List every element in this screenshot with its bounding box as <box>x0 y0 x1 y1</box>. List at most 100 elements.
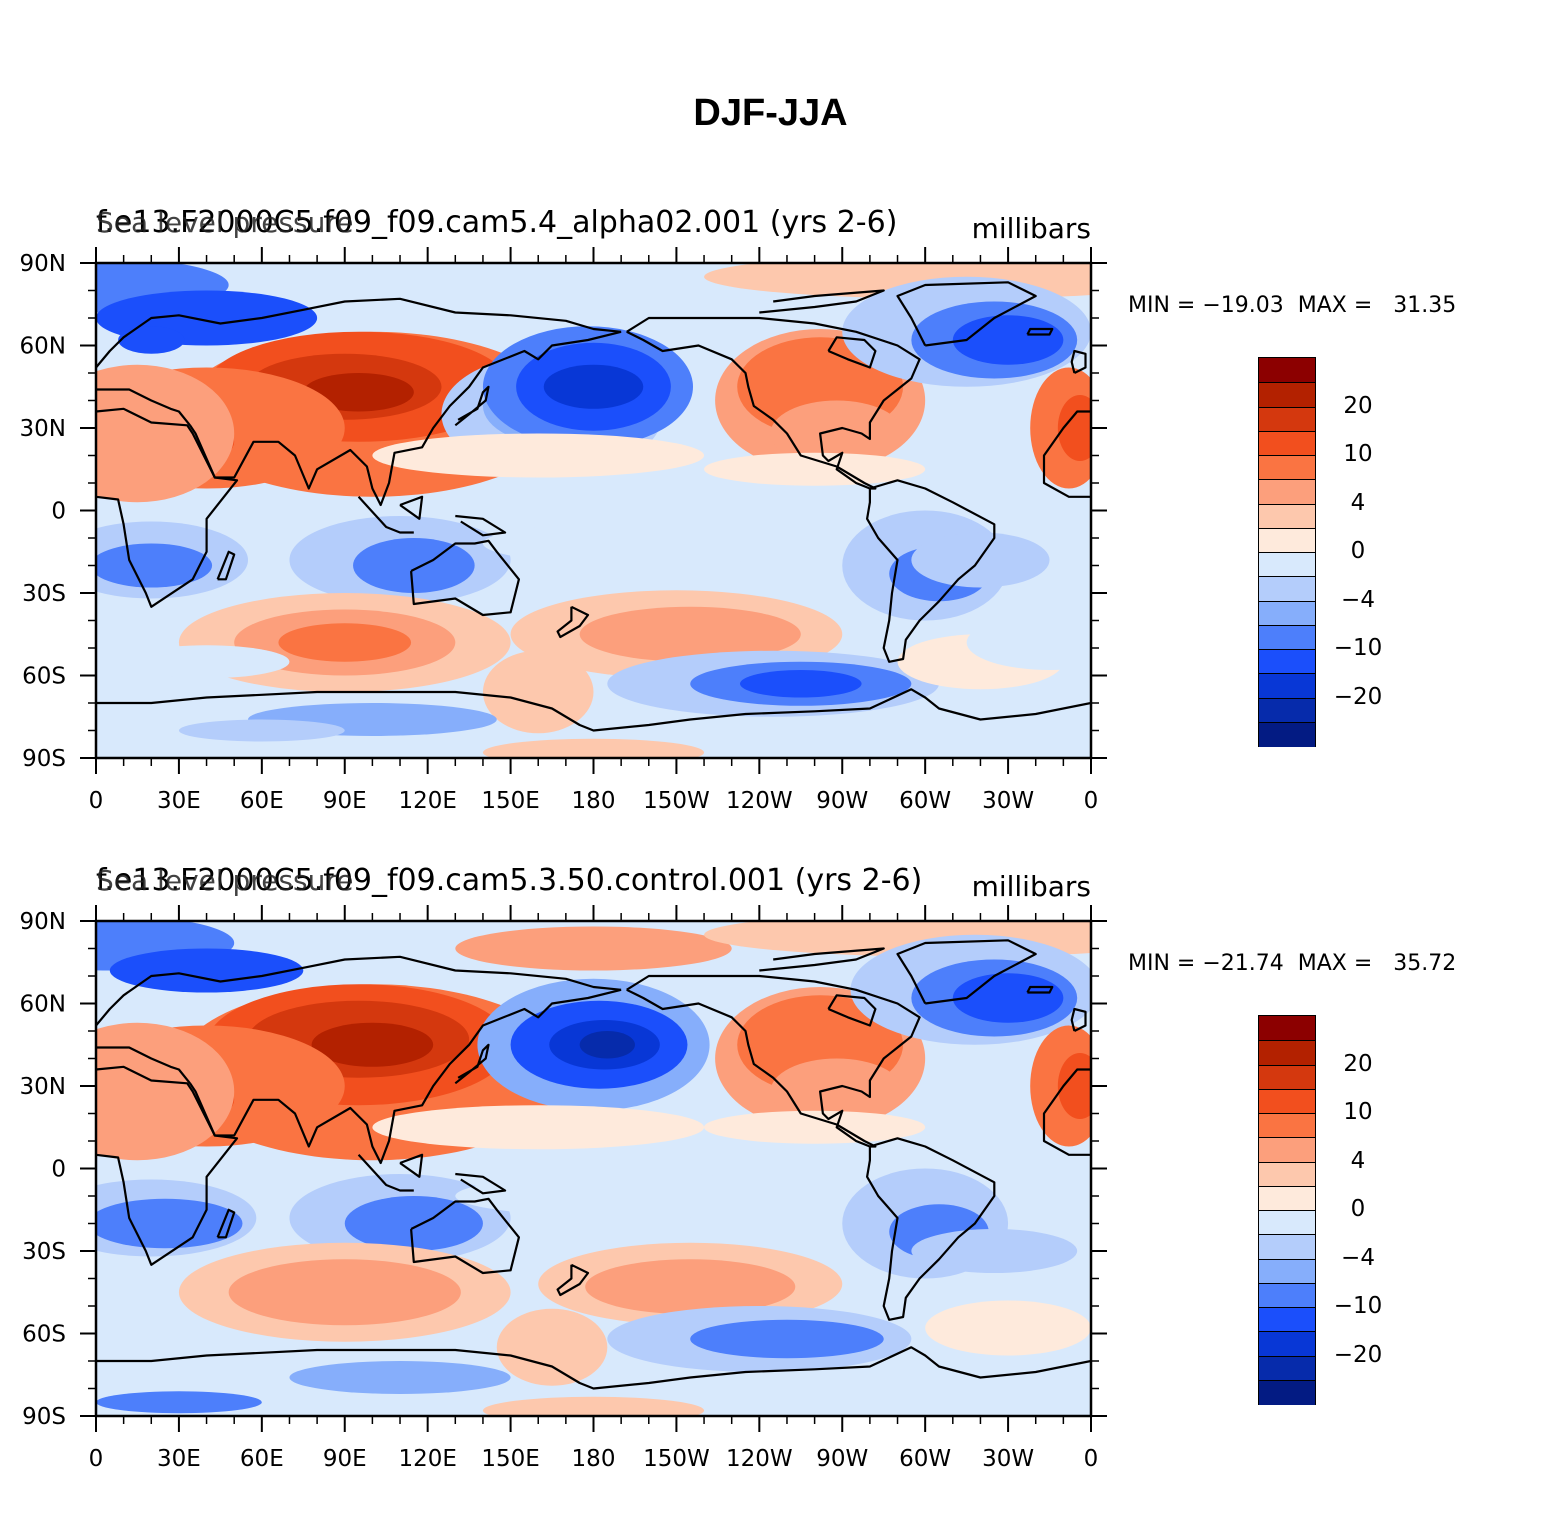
map-plot: 0 30E 60E 90E 120E 150E 180 150W 120W 90W 60W 30W 09… <box>20 205 1107 814</box>
coastline <box>866 1137 996 1321</box>
coastline <box>357 1154 414 1192</box>
colorbar-segment <box>1259 1088 1315 1114</box>
axis-ticks: 0 30E 60E 90E 120E 150E 180 150W 120W 90W 60W 30W 09… <box>20 905 1107 1472</box>
pressure-anomaly-field <box>96 263 1091 758</box>
colorbar <box>1258 357 1316 747</box>
colorbar-label: 20 <box>1343 392 1373 419</box>
coastline <box>96 688 1091 732</box>
variable-title: Sea level pressure <box>96 864 353 897</box>
x-tick-label: 150W <box>643 1446 710 1472</box>
colorbar-label: 10 <box>1343 441 1373 467</box>
colorbar-segment <box>1259 552 1315 578</box>
x-tick-label: 150W <box>643 788 710 814</box>
coastline <box>96 388 191 426</box>
coastlines <box>96 281 1091 732</box>
min-value: MIN = −21.74 <box>1128 951 1284 976</box>
coastline <box>410 539 520 617</box>
map-panel-bottom: 0 30E 60E 90E 120E 150E 180 150W 120W 90W 60W 30W 0 9… <box>0 838 1541 1478</box>
x-tick-label: 120E <box>398 1446 456 1472</box>
anomaly-contour-region <box>123 645 290 679</box>
anomaly-contour-region <box>704 1110 926 1144</box>
anomaly-contour-region <box>482 521 815 566</box>
coastline <box>626 974 921 1148</box>
anomaly-contour-region <box>372 1105 705 1150</box>
x-tick-label: 90E <box>323 1446 367 1472</box>
colorbar-segment <box>1259 382 1315 408</box>
colorbar-segment <box>1259 624 1315 650</box>
x-tick-label: 180 <box>572 788 616 814</box>
anomaly-contour-region <box>739 670 862 698</box>
max-value: MAX = 31.35 <box>1297 293 1457 318</box>
anomaly-contour-region <box>344 1196 483 1251</box>
min-value: MIN = −19.03 <box>1128 293 1284 318</box>
colorbar-label: 4 <box>1350 489 1366 516</box>
colorbar-segment <box>1259 1040 1315 1066</box>
x-tick-label: 0 <box>1084 788 1099 814</box>
coastline <box>827 336 877 369</box>
max-value: MAX = 35.72 <box>1297 951 1457 976</box>
coastline <box>189 988 622 1165</box>
case-title: f.e13.F2000C5.f09_f09.cam5.3.50.control.… <box>96 863 922 898</box>
anomaly-contour-region <box>96 1022 235 1161</box>
colorbar-segment <box>1259 721 1315 747</box>
colorbar <box>1258 1015 1316 1405</box>
coastline <box>626 316 921 490</box>
x-tick-label: 0 <box>1084 1446 1099 1472</box>
anomaly-contour-region <box>96 1391 262 1414</box>
y-tick-label: 30N <box>20 416 66 442</box>
x-tick-label: 30W <box>982 788 1034 814</box>
colorbar-segment <box>1259 1258 1315 1284</box>
anomaly-contour-region <box>585 1259 796 1315</box>
y-tick-label: 30S <box>22 581 66 607</box>
map-plot: 0 30E 60E 90E 120E 150E 180 150W 120W 90W 60W 30W 09… <box>20 863 1107 1472</box>
colorbar-segment <box>1259 406 1315 432</box>
colorbar-label: −10 <box>1333 1293 1383 1319</box>
coastline <box>759 947 885 972</box>
y-tick-label: 60S <box>22 664 66 690</box>
colorbar-segment <box>1259 673 1315 699</box>
colorbar-segment <box>1259 1307 1315 1333</box>
colorbar-segment <box>1259 479 1315 505</box>
anomaly-contour-region <box>482 738 705 758</box>
colorbar-segment <box>1259 1379 1315 1405</box>
coastline <box>556 605 590 639</box>
x-tick-label: 150E <box>481 1446 539 1472</box>
anomaly-contour-region <box>543 364 644 409</box>
colorbar-segment <box>1259 1282 1315 1308</box>
pressure-anomaly-field <box>96 921 1091 1416</box>
colorbar-label: −20 <box>1333 683 1383 710</box>
anomaly-contour-region <box>911 1229 1078 1273</box>
coastline <box>455 1172 507 1195</box>
anomaly-contour-region <box>496 1308 608 1386</box>
y-tick-label: 60S <box>22 1322 66 1348</box>
coastline <box>189 330 622 507</box>
coastline <box>96 1046 191 1084</box>
min-max-readout: MIN = −19.03 MAX = 31.35 <box>1128 293 1456 318</box>
y-tick-label: 90S <box>22 746 66 772</box>
colorbar-segment <box>1259 1331 1315 1357</box>
coastline <box>96 297 622 369</box>
coastline <box>454 385 490 427</box>
y-tick-label: 30N <box>20 1074 66 1100</box>
anomaly-contour-region <box>704 452 926 486</box>
colorbar-segment <box>1259 1185 1315 1211</box>
colorbar-segment <box>1259 600 1315 626</box>
axis-ticks: 0 30E 60E 90E 120E 150E 180 150W 120W 90W 60W 30W 09… <box>20 247 1107 814</box>
x-tick-label: 60W <box>899 788 951 814</box>
y-tick-label: 30S <box>22 1239 66 1265</box>
x-tick-label: 180 <box>572 1446 616 1472</box>
coastline <box>96 1065 239 1266</box>
colorbar-segment <box>1259 455 1315 481</box>
coastline <box>827 994 877 1027</box>
coastline <box>1026 985 1054 994</box>
colorbar-segment <box>1259 1355 1315 1381</box>
x-tick-label: 120W <box>726 1446 793 1472</box>
y-tick-label: 90S <box>22 1404 66 1430</box>
coastline <box>1070 349 1087 374</box>
x-tick-label: 30E <box>157 1446 201 1472</box>
colorbar-segment <box>1259 576 1315 602</box>
coastline <box>216 1208 236 1239</box>
anomaly-contour-region <box>690 1319 884 1359</box>
x-tick-label: 0 <box>89 1446 104 1472</box>
coastline <box>896 939 1037 1005</box>
